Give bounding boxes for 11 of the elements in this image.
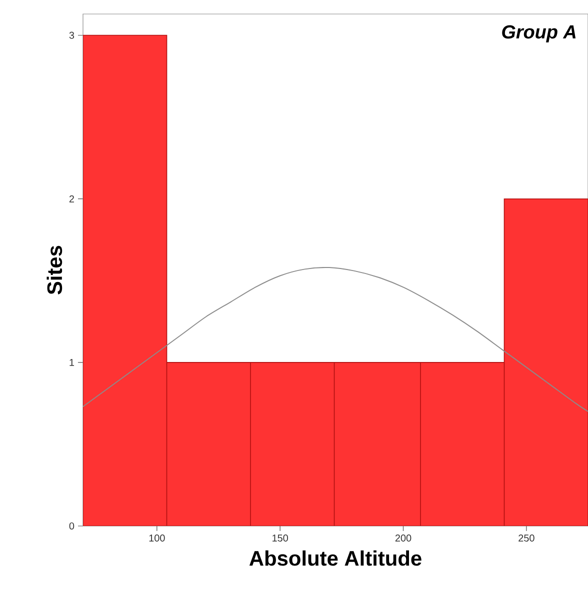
y-tick-label: 3 — [69, 32, 74, 39]
x-tick-label: 100 — [149, 534, 165, 542]
x-tick-label: 250 — [518, 534, 534, 542]
x-tick-label: 200 — [395, 534, 412, 542]
x-tick-label: 150 — [272, 534, 288, 542]
y-tick-label: 1 — [70, 358, 74, 366]
y-tick-label: 2 — [69, 195, 74, 202]
text: Group A — [502, 25, 576, 42]
y-tick-label: 0 — [69, 522, 74, 530]
y-axis-title: Sites — [46, 246, 62, 294]
x-axis-title: Absolute Altitude — [249, 550, 422, 566]
